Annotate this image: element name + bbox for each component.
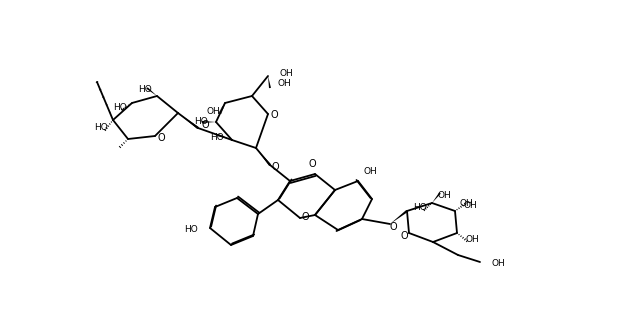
Text: OH: OH	[460, 198, 473, 208]
Text: OH: OH	[492, 258, 506, 268]
Polygon shape	[217, 134, 232, 140]
Text: O: O	[201, 120, 209, 130]
Text: HO: HO	[184, 226, 198, 234]
Text: OH: OH	[437, 191, 451, 199]
Text: HO: HO	[194, 118, 208, 126]
Text: OH: OH	[363, 167, 377, 177]
Text: O: O	[157, 133, 165, 143]
Polygon shape	[202, 121, 216, 123]
Polygon shape	[178, 113, 199, 129]
Polygon shape	[146, 87, 157, 96]
Text: O: O	[400, 231, 408, 241]
Text: HO: HO	[413, 204, 427, 212]
Text: O: O	[301, 212, 309, 222]
Text: OH: OH	[206, 106, 220, 116]
Text: HO: HO	[94, 124, 108, 132]
Polygon shape	[256, 148, 271, 166]
Polygon shape	[268, 76, 271, 88]
Text: O: O	[308, 159, 316, 169]
Text: HO: HO	[210, 132, 224, 142]
Text: O: O	[270, 110, 278, 120]
Text: O: O	[389, 222, 397, 232]
Text: OH: OH	[280, 69, 294, 77]
Text: OH: OH	[278, 80, 292, 88]
Text: HO: HO	[113, 104, 127, 112]
Polygon shape	[432, 192, 441, 203]
Text: OH: OH	[465, 234, 478, 244]
Text: HO: HO	[138, 86, 152, 94]
Text: O: O	[271, 162, 279, 172]
Polygon shape	[390, 210, 408, 224]
Text: OH: OH	[463, 202, 477, 210]
